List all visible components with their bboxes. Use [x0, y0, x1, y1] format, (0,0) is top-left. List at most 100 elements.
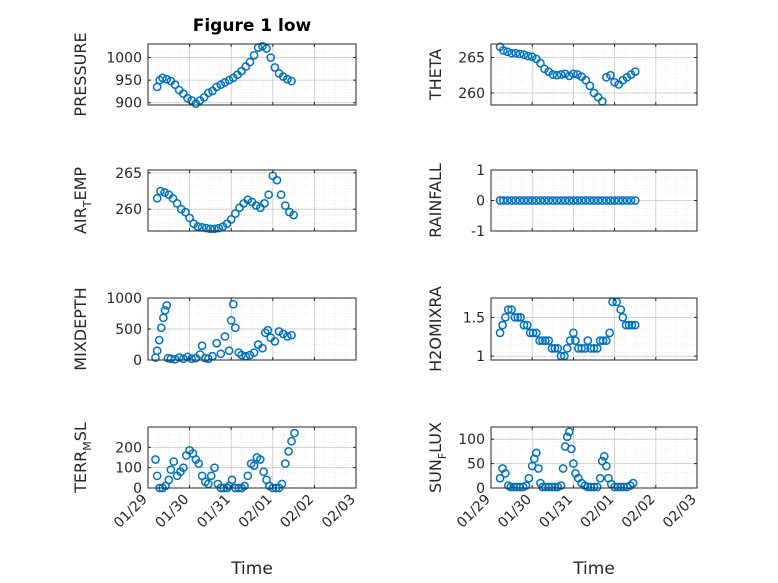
data-point: [162, 74, 172, 84]
data-point: [602, 461, 611, 471]
data-point: [158, 73, 167, 83]
data-point: [547, 344, 557, 353]
data-point: [583, 482, 593, 492]
data-point: [560, 69, 570, 79]
data-point: [602, 72, 611, 82]
data-point: [589, 196, 599, 205]
axes-box: [490, 297, 698, 361]
data-point: [564, 427, 574, 437]
data-point: [237, 350, 246, 360]
data-point: [610, 196, 619, 205]
y-axis-label: RAINFALL: [426, 163, 445, 238]
x-tick-label: 01/31: [194, 492, 234, 532]
y-axis-label: TERRMSL: [71, 422, 94, 494]
data-point: [503, 196, 512, 205]
data-point: [160, 188, 169, 197]
data-point: [220, 332, 230, 341]
y-tick-label: 0: [476, 194, 485, 210]
data-point: [224, 346, 234, 356]
data-point: [556, 481, 566, 490]
data-point: [227, 475, 237, 485]
data-point: [231, 209, 240, 218]
data-point: [523, 196, 533, 205]
data-point: [515, 196, 525, 205]
data-point: [528, 328, 538, 338]
data-point: [263, 325, 273, 335]
data-point: [593, 196, 603, 205]
x-tick-label: 01/31: [536, 492, 576, 532]
data-point: [197, 341, 207, 351]
data-point: [581, 196, 591, 205]
data-point: [185, 213, 194, 223]
data-point: [152, 193, 162, 203]
data-point: [589, 482, 599, 492]
data-point: [249, 50, 259, 60]
x-tick-label: 01/29: [111, 492, 151, 532]
data-point: [179, 354, 188, 364]
y-axis-label: MIXDEPTH: [71, 287, 90, 370]
data-point: [210, 224, 219, 234]
data-point: [577, 344, 586, 353]
axes-box: [147, 169, 357, 232]
data-point: [516, 313, 526, 322]
data-point: [610, 482, 619, 492]
data-point: [283, 332, 292, 341]
data-point: [164, 475, 174, 485]
data-point: [501, 313, 510, 322]
data-point: [521, 481, 531, 490]
data-point: [170, 80, 180, 90]
data-point: [544, 482, 554, 492]
data-point: [627, 320, 637, 330]
y-tick-label: 265: [458, 50, 485, 66]
data-point: [212, 338, 221, 348]
y-axis-label: H2OMIXRA: [426, 286, 445, 372]
data-point: [556, 196, 566, 205]
subplot-pressure: 900 950 1000 PRESSURE: [71, 32, 357, 117]
data-point: [605, 328, 615, 338]
y-tick-label: 100: [458, 432, 485, 448]
data-point: [203, 88, 213, 98]
data-point: [276, 190, 286, 200]
subplot-rainfall: -1 0 1 RAINFALL: [426, 163, 698, 240]
x-tick-label: 02/01: [578, 492, 618, 532]
data-point: [630, 320, 640, 330]
data-point: [544, 336, 554, 345]
data-point: [280, 201, 290, 210]
data-point: [152, 346, 162, 356]
x-axis-label-left: Time: [230, 559, 273, 579]
data-point: [287, 330, 296, 340]
data-point: [216, 349, 226, 359]
data-point: [540, 196, 549, 205]
data-point: [519, 196, 529, 205]
data-point: [552, 70, 562, 80]
data-point: [580, 344, 590, 353]
data-point: [264, 190, 273, 200]
data-point: [565, 336, 575, 345]
y-tick-label: 0: [476, 481, 485, 497]
data-point: [583, 336, 593, 345]
data-point: [515, 482, 525, 492]
data-point: [156, 186, 165, 196]
data-point: [503, 305, 513, 314]
y-tick-label: 1000: [106, 51, 142, 67]
data-point: [581, 75, 591, 85]
data-point: [544, 196, 554, 205]
data-point: [249, 461, 259, 470]
data-point: [240, 481, 249, 491]
data-point: [509, 482, 519, 492]
axes-box: [490, 43, 698, 106]
subplot-theta: 260 265 THETA: [426, 42, 698, 106]
data-point: [553, 344, 563, 353]
data-point: [251, 201, 261, 210]
data-point: [610, 77, 619, 87]
data-point: [599, 451, 609, 461]
x-tick-label: 02/01: [236, 492, 276, 532]
subplot-h2omixra: 1 1.5 H2OMIXRA: [426, 286, 698, 372]
y-tick-label: -1: [471, 224, 485, 240]
y-axis-label: PRESSURE: [71, 32, 90, 116]
x-tick-label: 01/30: [495, 492, 535, 532]
data-point: [536, 58, 545, 68]
data-point: [550, 344, 560, 353]
